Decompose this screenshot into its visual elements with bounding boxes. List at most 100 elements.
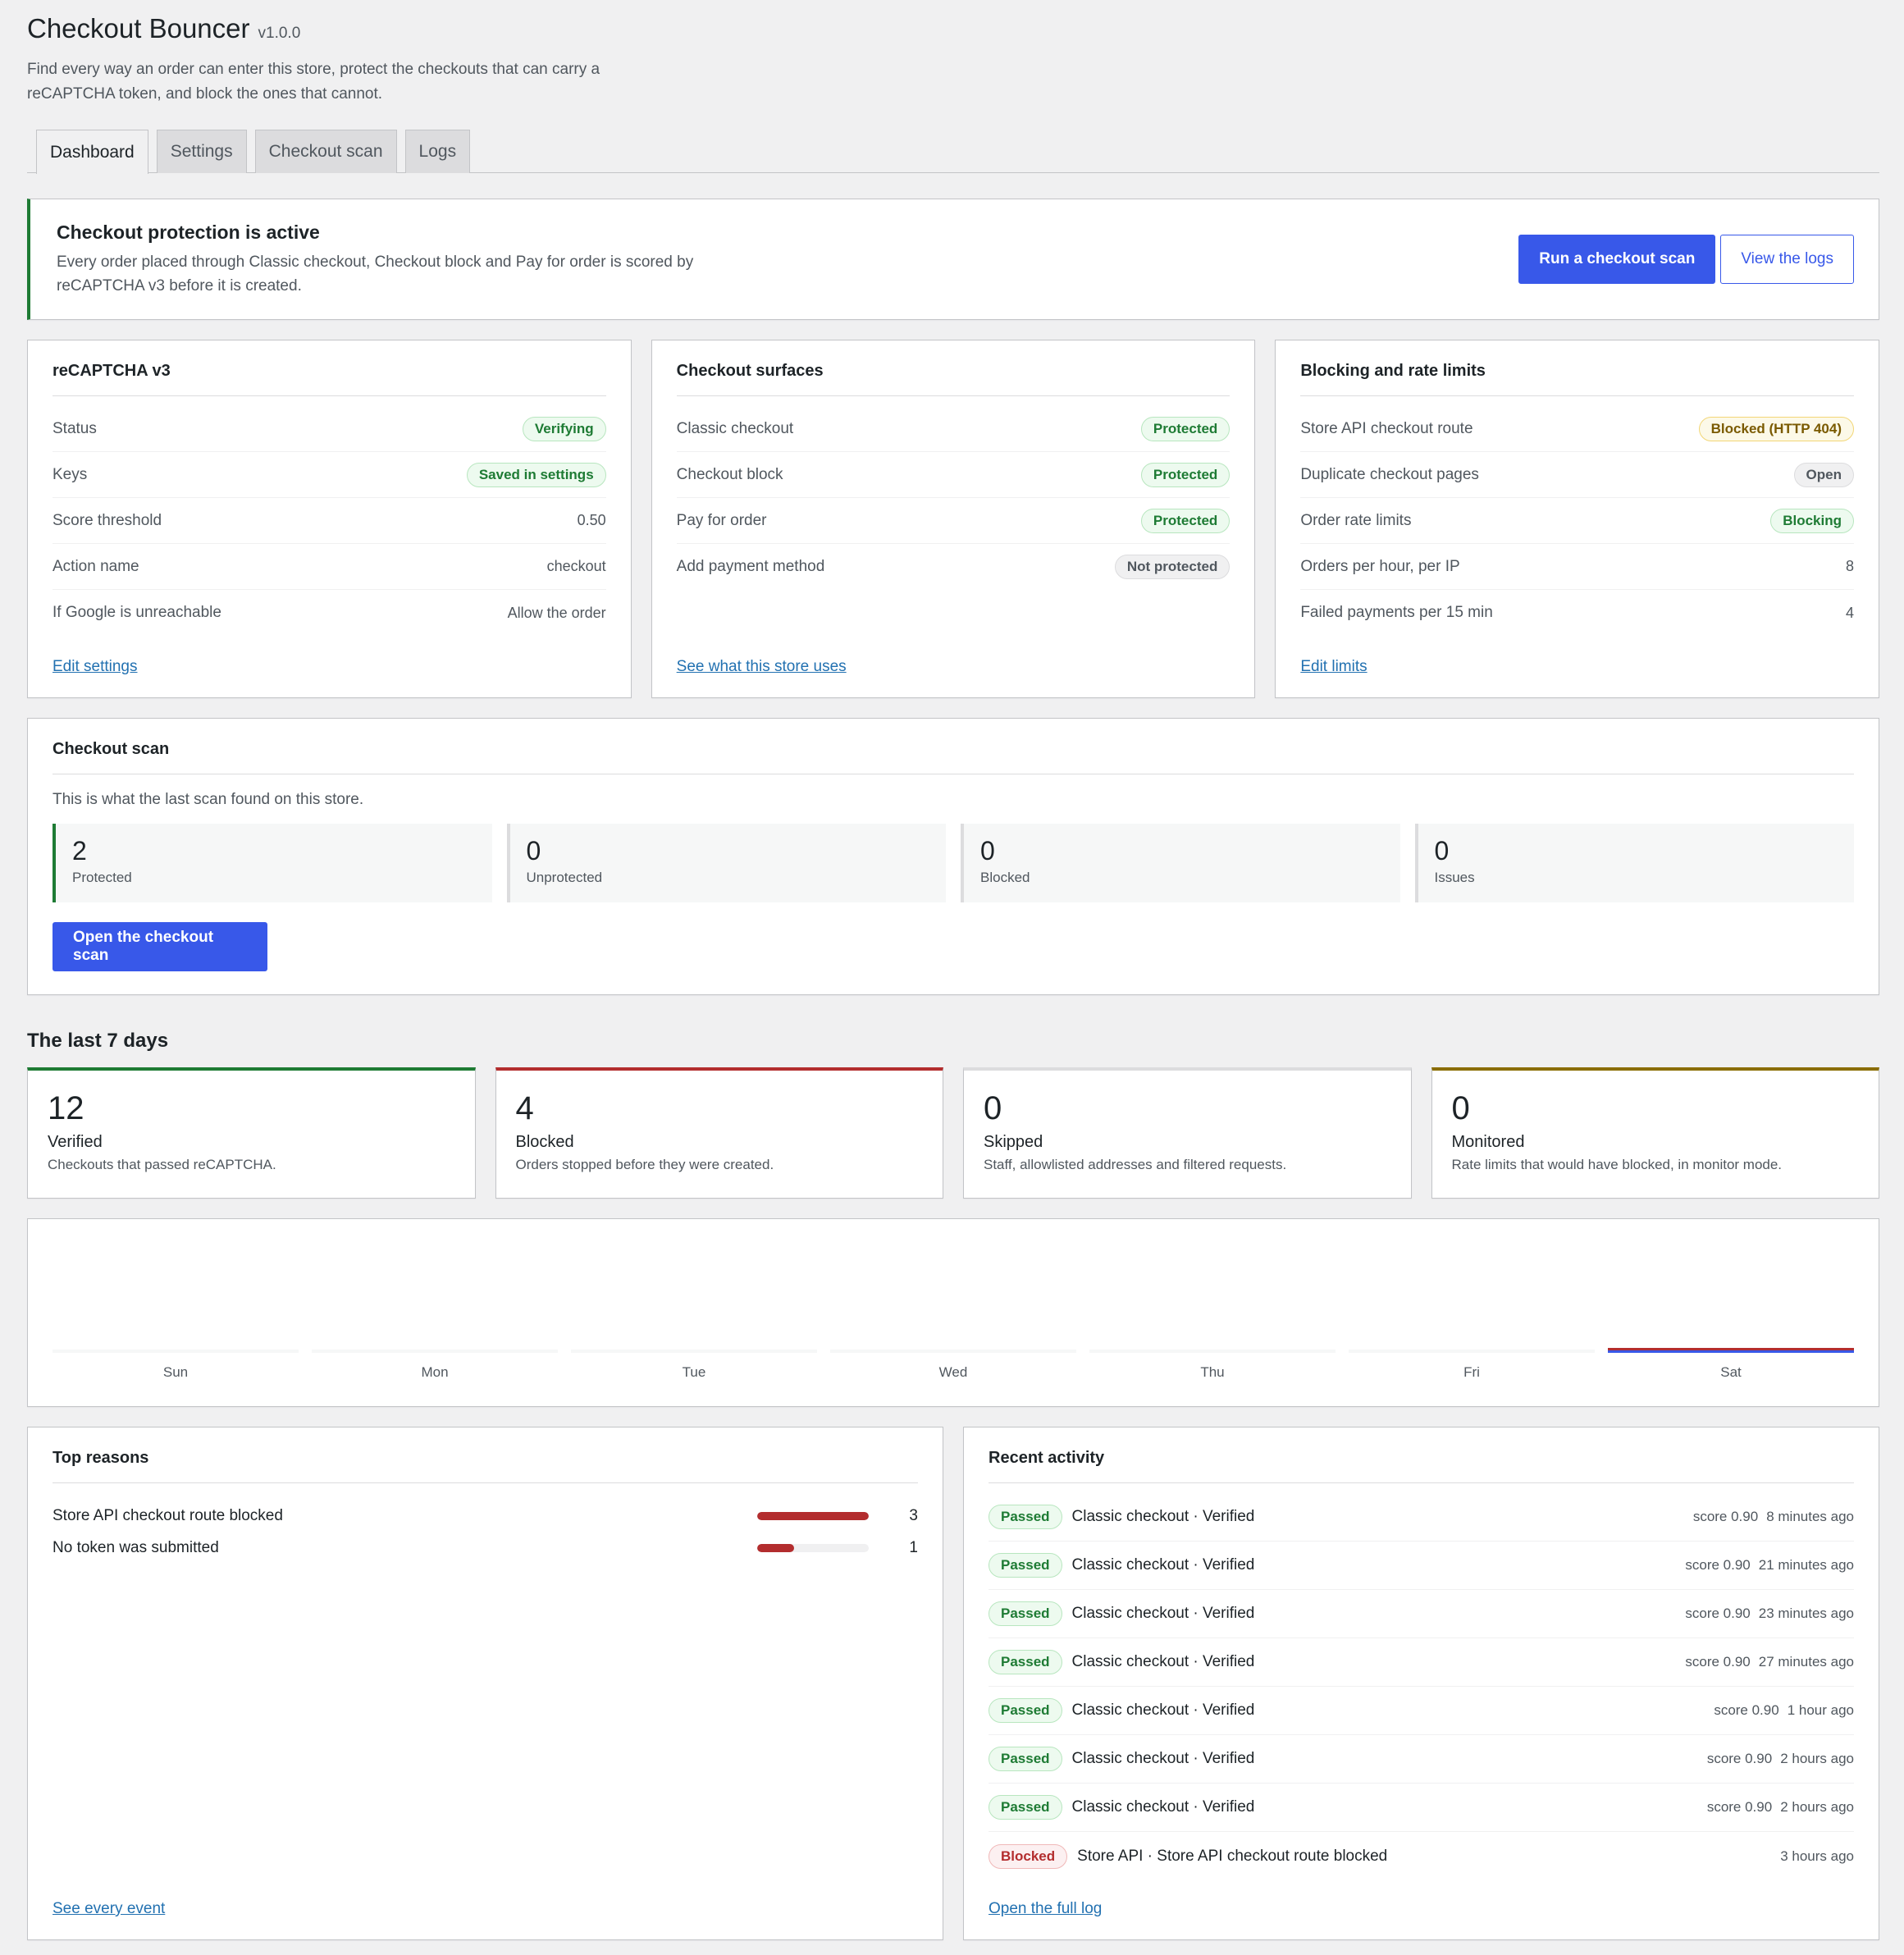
reasons-title: Top reasons	[53, 1427, 918, 1483]
plugin-name: Checkout Bouncer	[27, 13, 250, 43]
page-description: Find every way an order can enter this s…	[27, 61, 600, 103]
activity-description: Classic checkout · Verified	[1071, 1556, 1255, 1574]
open-full-log-link[interactable]: Open the full log	[989, 1900, 1103, 1917]
tab-logs[interactable]: Logs	[404, 130, 471, 173]
chart-svg: Sun Mon Tue Wed Thu Fri Sat	[53, 1348, 1854, 1380]
duplicate-pages-row: Duplicate checkout pages Open	[1300, 452, 1854, 498]
activity-time: 3 hours ago	[1780, 1848, 1854, 1864]
tab-bar: Dashboard Settings Checkout scan Logs	[27, 130, 1879, 174]
activity-row: Passed Classic checkout · Verified score 0…	[989, 1784, 1854, 1832]
chart-track	[830, 1350, 1076, 1353]
chart-day-label: Sun	[163, 1364, 188, 1380]
chart-track	[53, 1350, 299, 1353]
reason-bar	[757, 1543, 869, 1552]
status-badge: Passed	[989, 1553, 1062, 1578]
activity-score: score 0.90	[1714, 1702, 1779, 1718]
tab-settings[interactable]: Settings	[156, 130, 247, 173]
checkout-block-row: Checkout block Protected	[676, 452, 1231, 498]
tab-dashboard[interactable]: Dashboard	[36, 130, 148, 174]
activity-row: Passed Classic checkout · Verified score 0…	[989, 1493, 1854, 1542]
activity-score: score 0.90	[1685, 1606, 1751, 1621]
activity-description: Classic checkout · Verified	[1071, 1605, 1255, 1622]
activity-time: 27 minutes ago	[1758, 1654, 1854, 1670]
status-badge: Passed	[989, 1650, 1062, 1674]
activity-time: 21 minutes ago	[1758, 1557, 1854, 1573]
chart-day-label: Sat	[1720, 1364, 1742, 1380]
action-row: Action name checkout	[53, 544, 606, 590]
activity-row: Passed Classic checkout · Verified score 0…	[989, 1687, 1854, 1735]
chart-day-label: Wed	[939, 1364, 968, 1380]
activity-description: Classic checkout · Verified	[1071, 1798, 1255, 1816]
chart-day-label: Thu	[1200, 1364, 1224, 1380]
metric-monitored: 0 Monitored Rate limits that would have bl…	[1431, 1067, 1879, 1199]
metric-verified: 12 Verified Checkouts that passed reCAPTCH…	[27, 1067, 476, 1199]
reason-bar-fill	[757, 1543, 794, 1552]
activity-score: score 0.90	[1692, 1509, 1759, 1524]
activity-description: Classic checkout · Verified	[1071, 1750, 1255, 1767]
keys-badge: Saved in settings	[466, 462, 606, 487]
recaptcha-title: reCAPTCHA v3	[53, 340, 606, 396]
orders-per-hour-row: Orders per hour, per IP 8	[1300, 544, 1854, 590]
reason-bar	[757, 1511, 869, 1520]
threshold-row: Score threshold 0.50	[53, 498, 606, 544]
scan-intro: This is what the last scan found on this…	[53, 791, 364, 808]
status-badge: Verifying	[522, 416, 606, 441]
classic-checkout-row: Classic checkout Protected	[676, 406, 1231, 452]
status-badge: Passed	[989, 1795, 1062, 1820]
stat-unprotected: 0 Unprotected	[506, 824, 946, 902]
see-every-event-link[interactable]: See every event	[53, 1900, 166, 1917]
status-row: Status Verifying	[53, 406, 606, 452]
chart-bar-sat-0	[1608, 1350, 1854, 1353]
add-payment-row: Add payment method Not protected	[677, 544, 1231, 590]
activity-title: Recent activity	[989, 1427, 1854, 1483]
metric-blocked: 4 Blocked Orders stopped before they were …	[495, 1067, 943, 1199]
stat-blocked: 0 Blocked	[961, 824, 1400, 902]
last-7-days-heading: The last 7 days	[27, 1030, 169, 1052]
reason-item: No token was submitted 1	[53, 1538, 918, 1556]
surfaces-panel: Checkout surfaces Classic checkout Protec…	[651, 340, 1256, 698]
reason-item: Store API checkout route blocked 3	[53, 1506, 918, 1524]
edit-settings-link[interactable]: Edit settings	[53, 658, 138, 675]
activity-description: Classic checkout · Verified	[1071, 1653, 1255, 1670]
store-uses-link[interactable]: See what this store uses	[676, 658, 847, 675]
chart-track	[1349, 1350, 1595, 1353]
top-reasons-panel: Top reasons Store API checkout route blo…	[27, 1427, 943, 1940]
activity-description: Classic checkout · Verified	[1071, 1701, 1255, 1719]
activity-time: 23 minutes ago	[1758, 1606, 1854, 1621]
stat-issues: 0 Issues	[1414, 824, 1854, 902]
edit-limits-link[interactable]: Edit limits	[1300, 658, 1368, 675]
reason-bar-fill	[757, 1511, 869, 1520]
activity-row: Passed Classic checkout · Verified score 0…	[989, 1590, 1854, 1638]
activity-chart: Sun Mon Tue Wed Thu Fri Sat	[27, 1218, 1879, 1407]
chart-track	[312, 1350, 558, 1353]
activity-time: 2 hours ago	[1780, 1799, 1854, 1815]
recent-activity-panel: Recent activity Passed Classic checkout ·…	[963, 1427, 1879, 1940]
status-badge: Protected	[1140, 508, 1231, 533]
view-logs-button[interactable]: View the logs	[1720, 235, 1854, 284]
chart-track	[1089, 1350, 1336, 1353]
metric-skipped: 0 Skipped Staff, allowlisted addresses and…	[963, 1067, 1412, 1199]
banner-text: Every order placed through Classic check…	[57, 253, 694, 295]
status-badge: Passed	[989, 1505, 1062, 1529]
keys-row: Keys Saved in settings	[53, 452, 606, 498]
recaptcha-panel: reCAPTCHA v3 Status Verifying Keys Saved i…	[27, 340, 632, 698]
protection-banner: Checkout protection is active Every orde…	[27, 199, 1879, 320]
activity-description: Store API · Store API checkout route blo…	[1077, 1847, 1388, 1865]
open-scan-button[interactable]: Open the checkout scan	[53, 922, 267, 971]
tab-checkout-scan[interactable]: Checkout scan	[254, 130, 397, 173]
activity-score: score 0.90	[1685, 1654, 1751, 1670]
rate-limits-row: Order rate limits Blocking	[1300, 498, 1854, 544]
scan-title: Checkout scan	[53, 719, 1854, 774]
activity-score: score 0.90	[1685, 1557, 1751, 1573]
chart-day-label: Tue	[683, 1364, 706, 1380]
surfaces-title: Checkout surfaces	[676, 340, 1231, 396]
store-api-row: Store API checkout route Blocked (HTTP 40…	[1300, 406, 1854, 452]
chart-day-label: Mon	[421, 1364, 448, 1380]
run-scan-button[interactable]: Run a checkout scan	[1518, 235, 1716, 284]
chart-track	[571, 1350, 817, 1353]
status-badge: Not protected	[1114, 555, 1231, 579]
activity-time: 1 hour ago	[1787, 1702, 1854, 1718]
status-badge: Protected	[1140, 462, 1231, 487]
status-badge: Passed	[989, 1698, 1062, 1723]
status-badge: Protected	[1140, 416, 1231, 441]
